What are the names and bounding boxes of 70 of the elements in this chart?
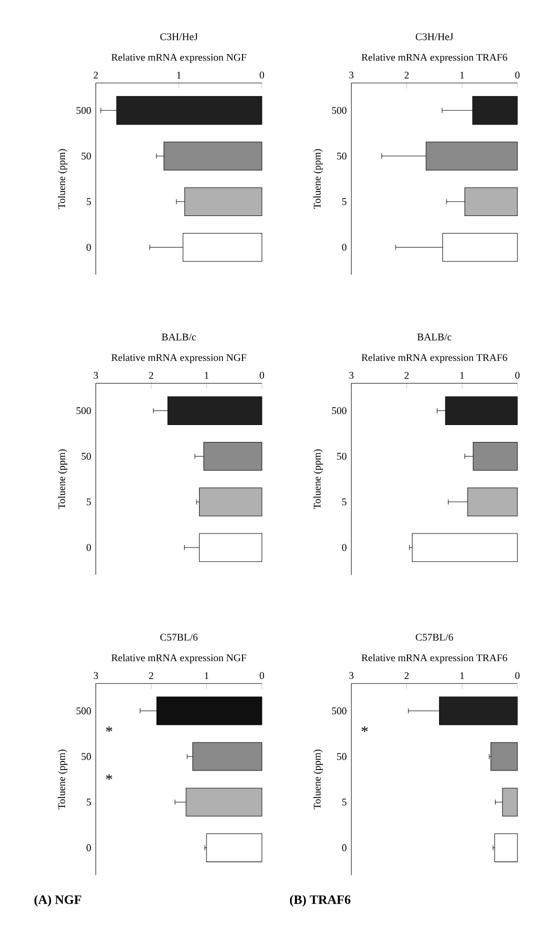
chart-title: BALB/c <box>417 334 452 340</box>
y-axis-title: Toluene (ppm) <box>58 149 68 209</box>
y-tick-label: 5 <box>86 798 91 806</box>
y-tick-label: 50 <box>82 452 91 460</box>
chart-title: C3H/HeJ <box>416 33 454 40</box>
x-axis-title: Relative mRNA expression TRAF6 <box>362 654 508 664</box>
y-tick-label: 500 <box>76 106 91 114</box>
x-tick-label: 0 <box>515 72 520 79</box>
x-tick-label: 3 <box>349 372 354 379</box>
y-axis-title: Toluene (ppm) <box>313 149 323 209</box>
x-axis-title: Relative mRNA expression NGF <box>111 54 246 63</box>
y-tick-label: 50 <box>337 753 346 760</box>
x-axis-title: Relative mRNA expression NGF <box>111 354 246 364</box>
x-tick-label: 0 <box>515 672 520 679</box>
x-axis-title: Relative mRNA expression TRAF6 <box>362 54 508 63</box>
text: (B) TRAF6 <box>290 894 350 907</box>
chart-title: BALB/c <box>162 334 196 340</box>
x-tick-label: 1 <box>460 72 464 79</box>
x-tick-label: 2 <box>94 72 98 79</box>
x-tick-label: 3 <box>349 672 354 679</box>
x-tick-label: 2 <box>404 672 409 679</box>
y-tick-label: 50 <box>337 152 346 160</box>
x-tick-label: 0 <box>260 72 264 79</box>
x-tick-label: 1 <box>204 372 208 379</box>
y-axis-title: Toluene (ppm) <box>58 750 68 810</box>
chart-title: C3H/HeJ <box>160 33 198 40</box>
x-tick-label: 2 <box>148 672 154 679</box>
chart-title: C57BL/6 <box>160 634 198 641</box>
x-tick-label: 1 <box>460 672 464 679</box>
annotation: * <box>361 726 368 732</box>
y-tick-label: 5 <box>342 198 346 206</box>
y-tick-label: 0 <box>86 244 91 251</box>
x-tick-label: 3 <box>349 72 354 79</box>
x-tick-label: 1 <box>460 372 464 379</box>
y-tick-label: 500 <box>332 106 346 114</box>
x-tick-label: 0 <box>260 672 264 679</box>
y-tick-label: 0 <box>342 544 346 551</box>
y-tick-label: 0 <box>86 544 91 551</box>
x-tick-label: 2 <box>404 72 409 79</box>
x-tick-label: 0 <box>260 372 264 379</box>
annotation: * <box>106 774 112 780</box>
y-tick-label: 50 <box>82 152 91 160</box>
chart-title: C57BL/6 <box>416 634 454 641</box>
y-tick-label: 500 <box>332 707 346 714</box>
x-tick-label: 2 <box>404 372 409 379</box>
y-axis-title: Toluene (ppm) <box>313 750 323 810</box>
x-tick-label: 2 <box>148 372 154 379</box>
x-tick-label: 3 <box>94 672 98 679</box>
y-tick-label: 500 <box>76 707 91 714</box>
y-tick-label: 5 <box>86 198 91 206</box>
y-tick-label: 0 <box>342 844 346 852</box>
y-tick-label: 5 <box>342 798 346 806</box>
y-tick-label: 0 <box>86 844 91 852</box>
y-tick-label: 0 <box>342 244 346 251</box>
x-tick-label: 1 <box>204 672 208 679</box>
y-tick-label: 5 <box>86 498 91 506</box>
y-tick-label: 50 <box>337 452 346 460</box>
y-axis-title: Toluene (ppm) <box>313 449 323 510</box>
y-tick-label: 5 <box>342 498 346 506</box>
text: (A) NGF <box>34 894 82 907</box>
x-axis-title: Relative mRNA expression NGF <box>111 654 246 664</box>
x-tick-label: 0 <box>515 372 520 379</box>
y-axis-title: Toluene (ppm) <box>58 449 68 510</box>
y-tick-label: 500 <box>76 407 91 414</box>
x-tick-label: 3 <box>94 372 98 379</box>
annotation: * <box>106 726 112 732</box>
y-tick-label: 50 <box>82 753 91 760</box>
x-tick-label: 1 <box>177 72 181 79</box>
y-tick-label: 500 <box>332 407 346 414</box>
x-axis-title: Relative mRNA expression TRAF6 <box>362 354 508 364</box>
